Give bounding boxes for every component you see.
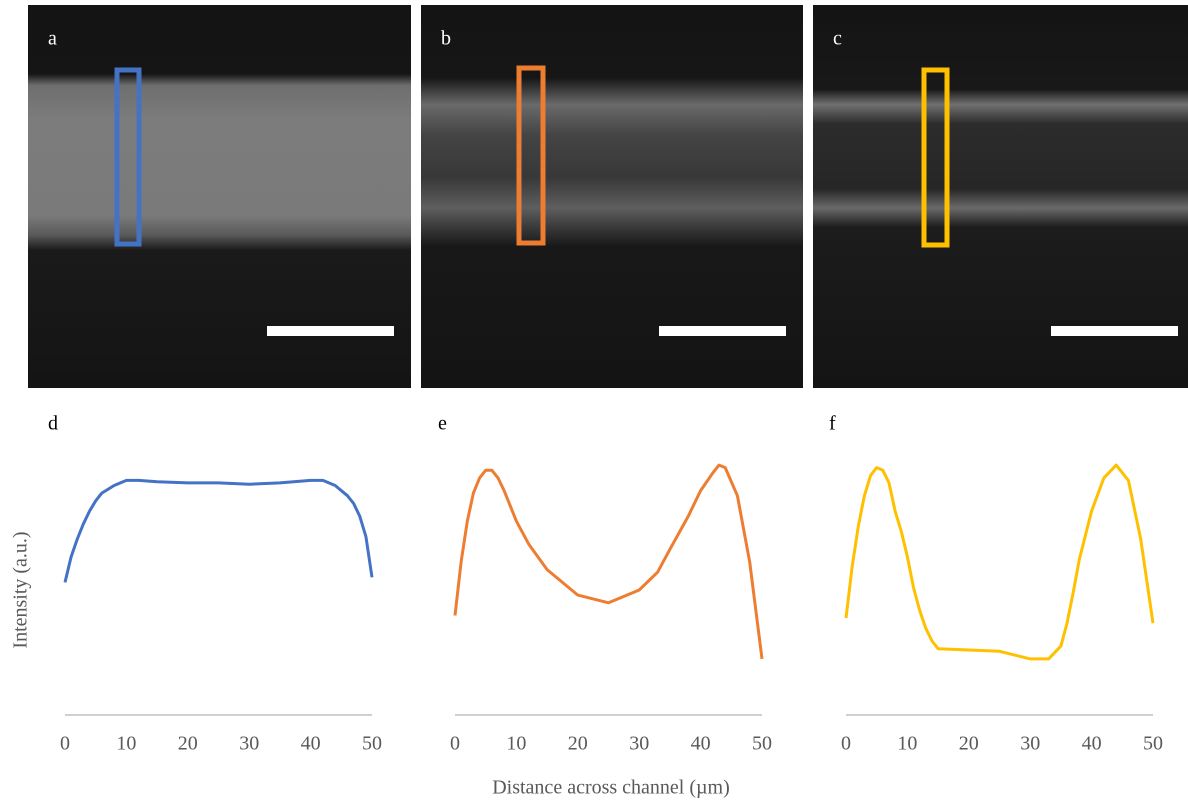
x-tick-label: 30 bbox=[239, 733, 259, 755]
image-a bbox=[28, 5, 411, 388]
data-line bbox=[63, 478, 374, 583]
x-tick-label: 30 bbox=[1020, 733, 1040, 755]
panel-label: d bbox=[48, 413, 58, 435]
x-tick-label: 0 bbox=[60, 733, 70, 755]
x-tick-label: 10 bbox=[116, 733, 136, 755]
x-tick-label: 50 bbox=[362, 733, 382, 755]
panel-label: a bbox=[48, 28, 57, 50]
panel-label: b bbox=[441, 28, 451, 50]
x-tick-label: 20 bbox=[178, 733, 198, 755]
x-tick-label: 40 bbox=[301, 733, 321, 755]
x-axis-label: Distance across channel (µm) bbox=[492, 777, 730, 799]
x-tick-label: 10 bbox=[897, 733, 917, 755]
x-tick-label: 20 bbox=[959, 733, 979, 755]
x-tick-label: 30 bbox=[629, 733, 649, 755]
x-tick-label: 50 bbox=[752, 733, 772, 755]
panel-label: f bbox=[829, 413, 836, 435]
y-axis-label: Intensity (a.u.) bbox=[10, 531, 32, 648]
x-tick-label: 40 bbox=[1082, 733, 1102, 755]
x-tick-label: 40 bbox=[691, 733, 711, 755]
x-tick-label: 10 bbox=[506, 733, 526, 755]
data-line bbox=[844, 463, 1155, 661]
x-tick-label: 50 bbox=[1143, 733, 1163, 755]
x-tick-label: 20 bbox=[568, 733, 588, 755]
image-c bbox=[813, 5, 1188, 388]
image-b bbox=[421, 5, 803, 388]
panel-label: c bbox=[833, 28, 842, 50]
data-line bbox=[453, 463, 764, 660]
panel-label: e bbox=[438, 413, 447, 435]
x-tick-label: 0 bbox=[450, 733, 460, 755]
x-tick-label: 0 bbox=[841, 733, 851, 755]
